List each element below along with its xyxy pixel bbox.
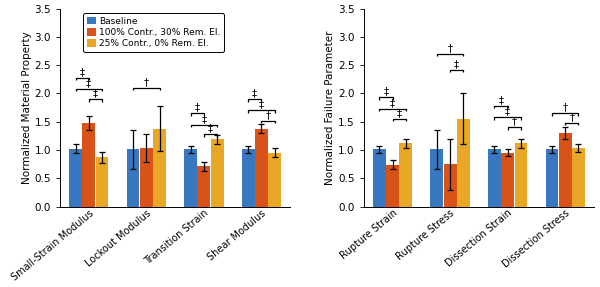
Text: †: † (448, 43, 453, 53)
Text: ‡: ‡ (80, 67, 85, 77)
Bar (268, 153, 281, 207)
Bar (515, 143, 527, 207)
Bar (444, 164, 457, 207)
Bar (184, 150, 197, 207)
Text: †: † (512, 117, 517, 127)
Bar (140, 148, 153, 207)
Bar (457, 119, 470, 207)
Text: ‡: ‡ (397, 108, 402, 118)
Bar (255, 129, 268, 207)
Text: ‡: ‡ (208, 123, 213, 133)
Bar (572, 148, 585, 207)
Text: ‡: ‡ (390, 98, 395, 108)
Bar (386, 165, 399, 207)
Y-axis label: Normalized Material Property: Normalized Material Property (22, 31, 32, 184)
Legend: Baseline, 100% Contr., 30% Rem. El., 25% Contr., 0% Rem. El.: Baseline, 100% Contr., 30% Rem. El., 25%… (83, 13, 224, 52)
Text: (b): (b) (313, 0, 331, 1)
Bar (153, 129, 166, 207)
Bar (242, 150, 254, 207)
Text: †: † (144, 77, 149, 87)
Bar (545, 150, 559, 207)
Text: ‡: ‡ (201, 114, 206, 124)
Text: ‡: ‡ (505, 106, 510, 117)
Bar (69, 149, 82, 207)
Text: ‡: ‡ (454, 59, 460, 69)
Text: †: † (265, 110, 271, 120)
Text: ‡: ‡ (86, 78, 91, 88)
Bar (373, 150, 386, 207)
Text: †: † (569, 112, 574, 122)
Bar (127, 150, 139, 207)
Bar (82, 123, 95, 207)
Bar (95, 157, 109, 207)
Bar (488, 150, 501, 207)
Text: (a): (a) (10, 0, 27, 1)
Text: ‡: ‡ (93, 88, 98, 98)
Text: †: † (563, 102, 568, 113)
Bar (400, 143, 412, 207)
Text: ‡: ‡ (194, 102, 200, 113)
Text: ‡: ‡ (259, 100, 264, 110)
Bar (559, 133, 572, 207)
Y-axis label: Normalized Failure Parameter: Normalized Failure Parameter (325, 30, 335, 185)
Bar (430, 150, 443, 207)
Text: ‡: ‡ (383, 87, 389, 97)
Text: ‡: ‡ (499, 95, 503, 105)
Bar (211, 139, 224, 207)
Bar (501, 153, 514, 207)
Text: ‡: ‡ (252, 88, 257, 98)
Bar (197, 166, 210, 207)
